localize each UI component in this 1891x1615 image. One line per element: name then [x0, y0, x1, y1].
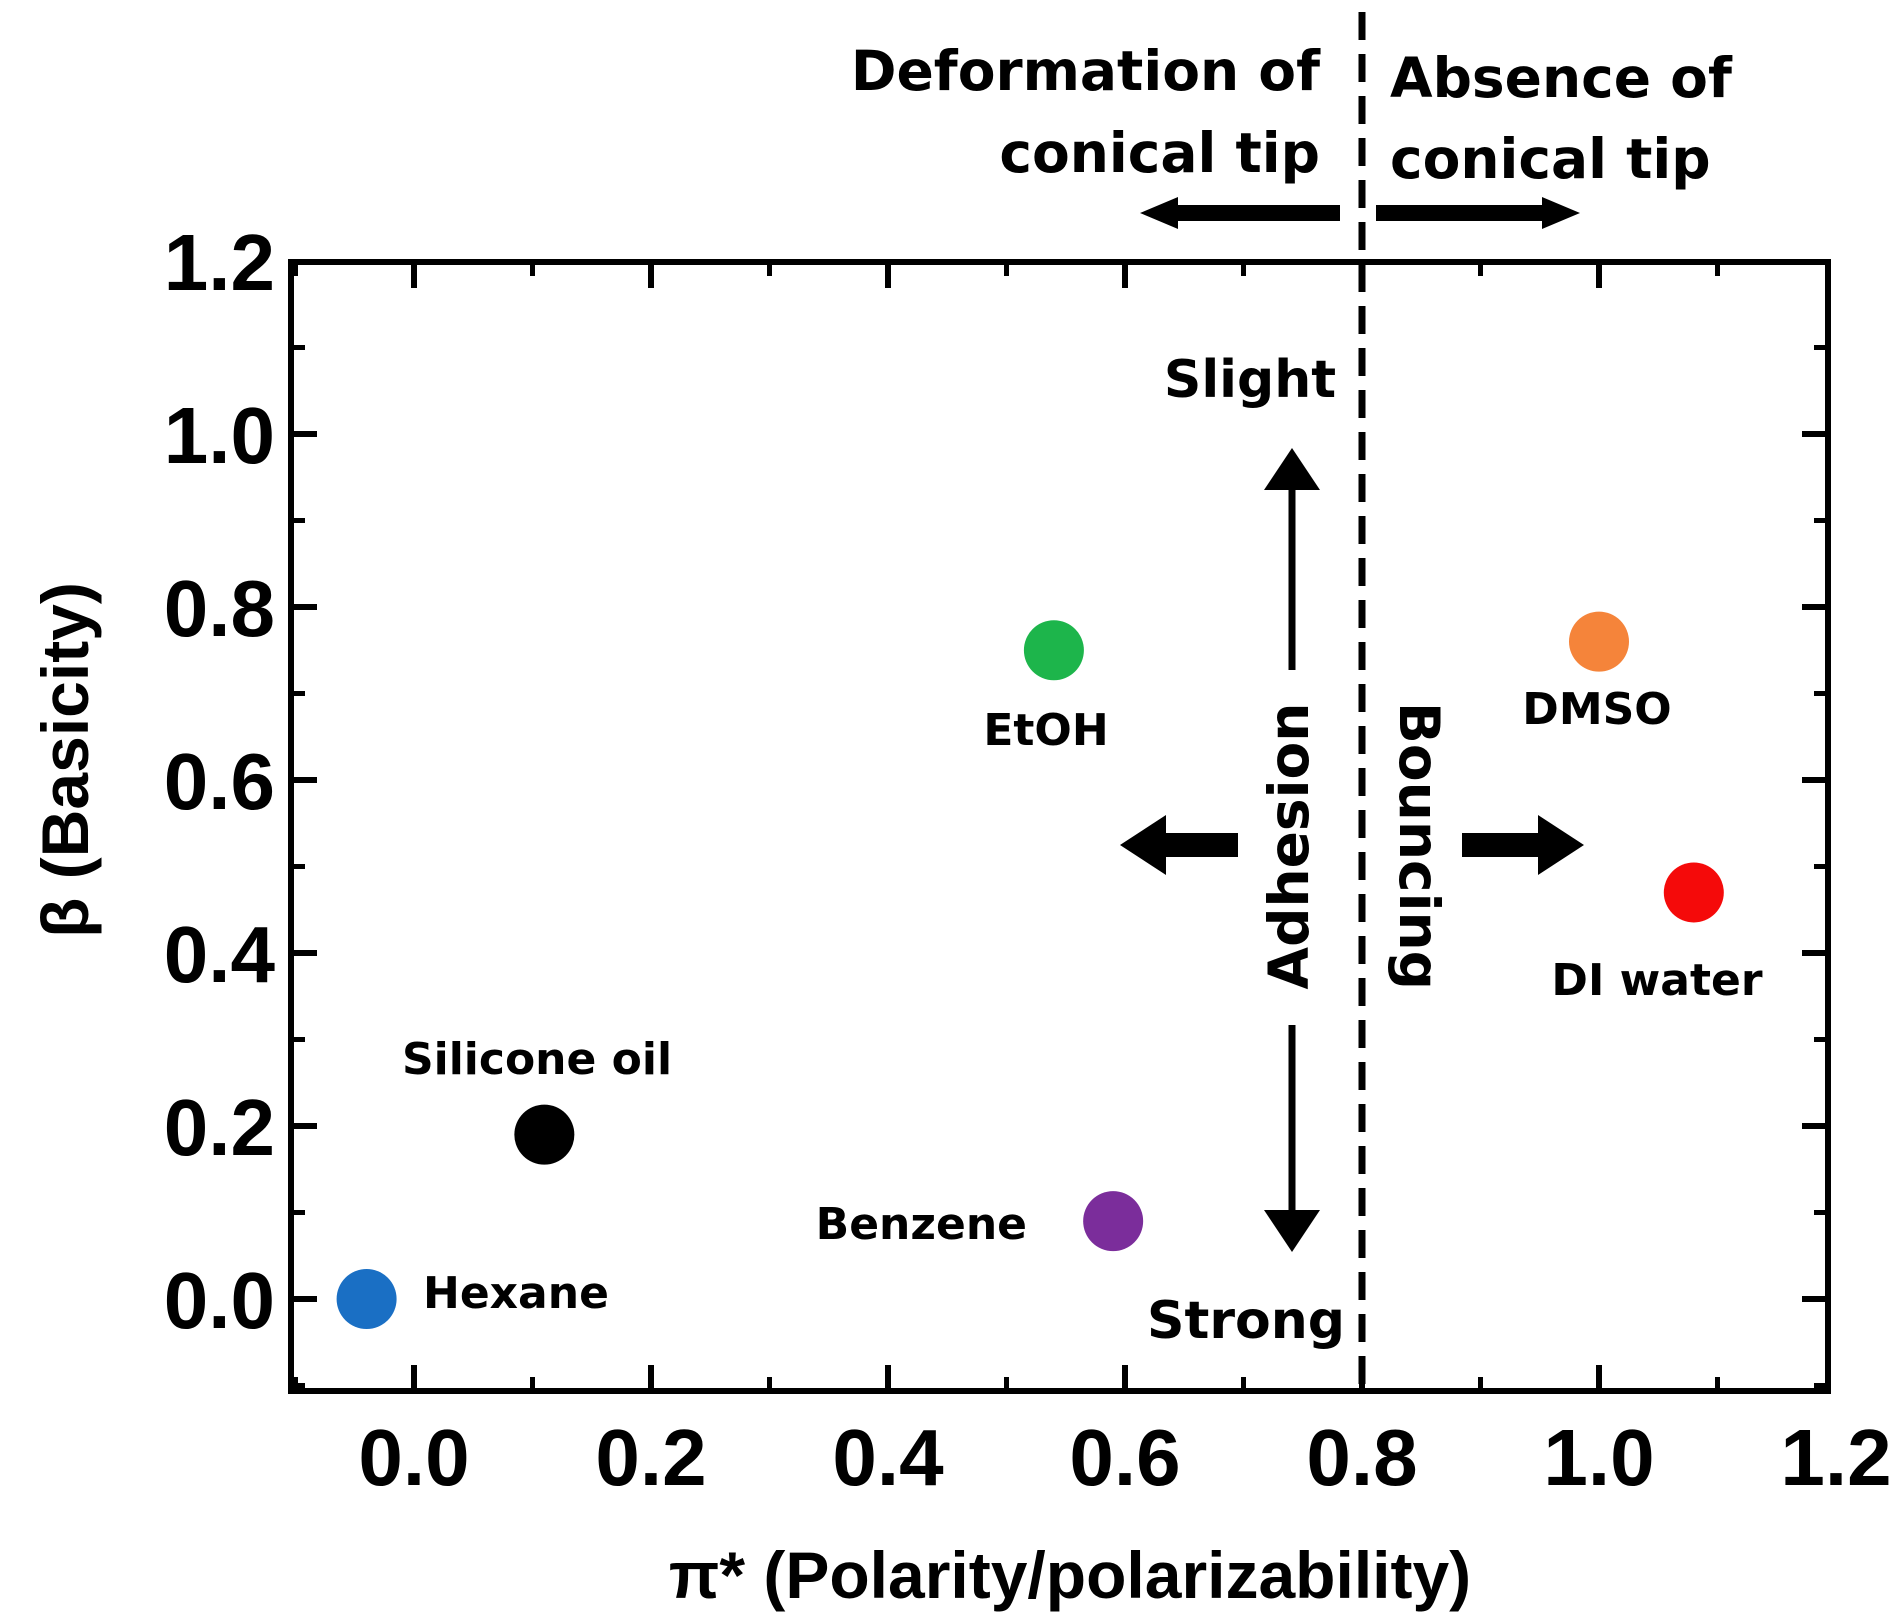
x-tick-label: 1.2 [1780, 1413, 1891, 1502]
x-tick-label: 0.2 [595, 1413, 706, 1502]
point-label-di-water: DI water [1551, 955, 1762, 1006]
axis-tick-labels: 0.0 0.2 0.4 0.6 0.8 1.0 1.2 0.0 0.2 0.4 0.6 0.8 1.0 1… [164, 218, 1891, 1502]
arrow-left-adhesion [1120, 815, 1238, 875]
annotation-deformation-line1: Deformation of [851, 39, 1321, 103]
y-tick-label: 1.2 [164, 218, 275, 307]
y-tick-label: 0.8 [164, 564, 275, 653]
x-tick-label: 1.0 [1543, 1413, 1654, 1502]
annotation-bouncing: Bouncing [1387, 702, 1451, 990]
point-silicone-oil [514, 1104, 575, 1165]
point-dmso [1569, 611, 1629, 672]
y-tick-label: 0.0 [164, 1256, 275, 1345]
x-axis-title: π* (Polarity/polarizability) [669, 1538, 1471, 1612]
point-label-hexane: Hexane [423, 1268, 609, 1319]
annotation-strong: Strong [1147, 1291, 1345, 1351]
point-hexane [336, 1269, 397, 1329]
point-label-etoh: EtOH [983, 705, 1108, 756]
point-di-water [1663, 862, 1724, 923]
arrow-left-top [1140, 197, 1340, 229]
data-points [336, 611, 1724, 1329]
data-point-labels: Hexane Silicone oil Benzene EtOH DMSO DI… [402, 684, 1763, 1319]
y-tick-label: 0.2 [164, 1083, 275, 1172]
point-label-benzene: Benzene [816, 1199, 1027, 1250]
arrow-right-bouncing [1462, 815, 1584, 875]
annotation-absence-line1: Absence of [1390, 46, 1733, 110]
y-tick-label: 0.6 [164, 737, 275, 826]
arrow-right-top [1376, 197, 1580, 229]
annotation-deformation-line2: conical tip [999, 121, 1320, 185]
axis-ticks [291, 262, 1828, 1391]
point-benzene [1083, 1191, 1144, 1252]
annotation-absence-line2: conical tip [1390, 127, 1711, 191]
point-label-dmso: DMSO [1522, 684, 1671, 735]
y-tick-label: 0.4 [164, 910, 276, 999]
annotation-slight: Slight [1164, 350, 1336, 410]
x-tick-label: 0.6 [1069, 1413, 1180, 1502]
x-tick-label: 0.8 [1306, 1413, 1417, 1502]
y-axis-title: β (Basicity) [28, 582, 102, 938]
plot-frame [288, 259, 1831, 1394]
x-tick-label: 0.4 [832, 1413, 944, 1502]
point-etoh [1023, 620, 1084, 681]
x-tick-label: 0.0 [358, 1413, 469, 1502]
point-label-silicone-oil: Silicone oil [402, 1034, 672, 1085]
annotation-adhesion: Adhesion [1257, 703, 1321, 990]
y-tick-label: 1.0 [164, 391, 275, 480]
